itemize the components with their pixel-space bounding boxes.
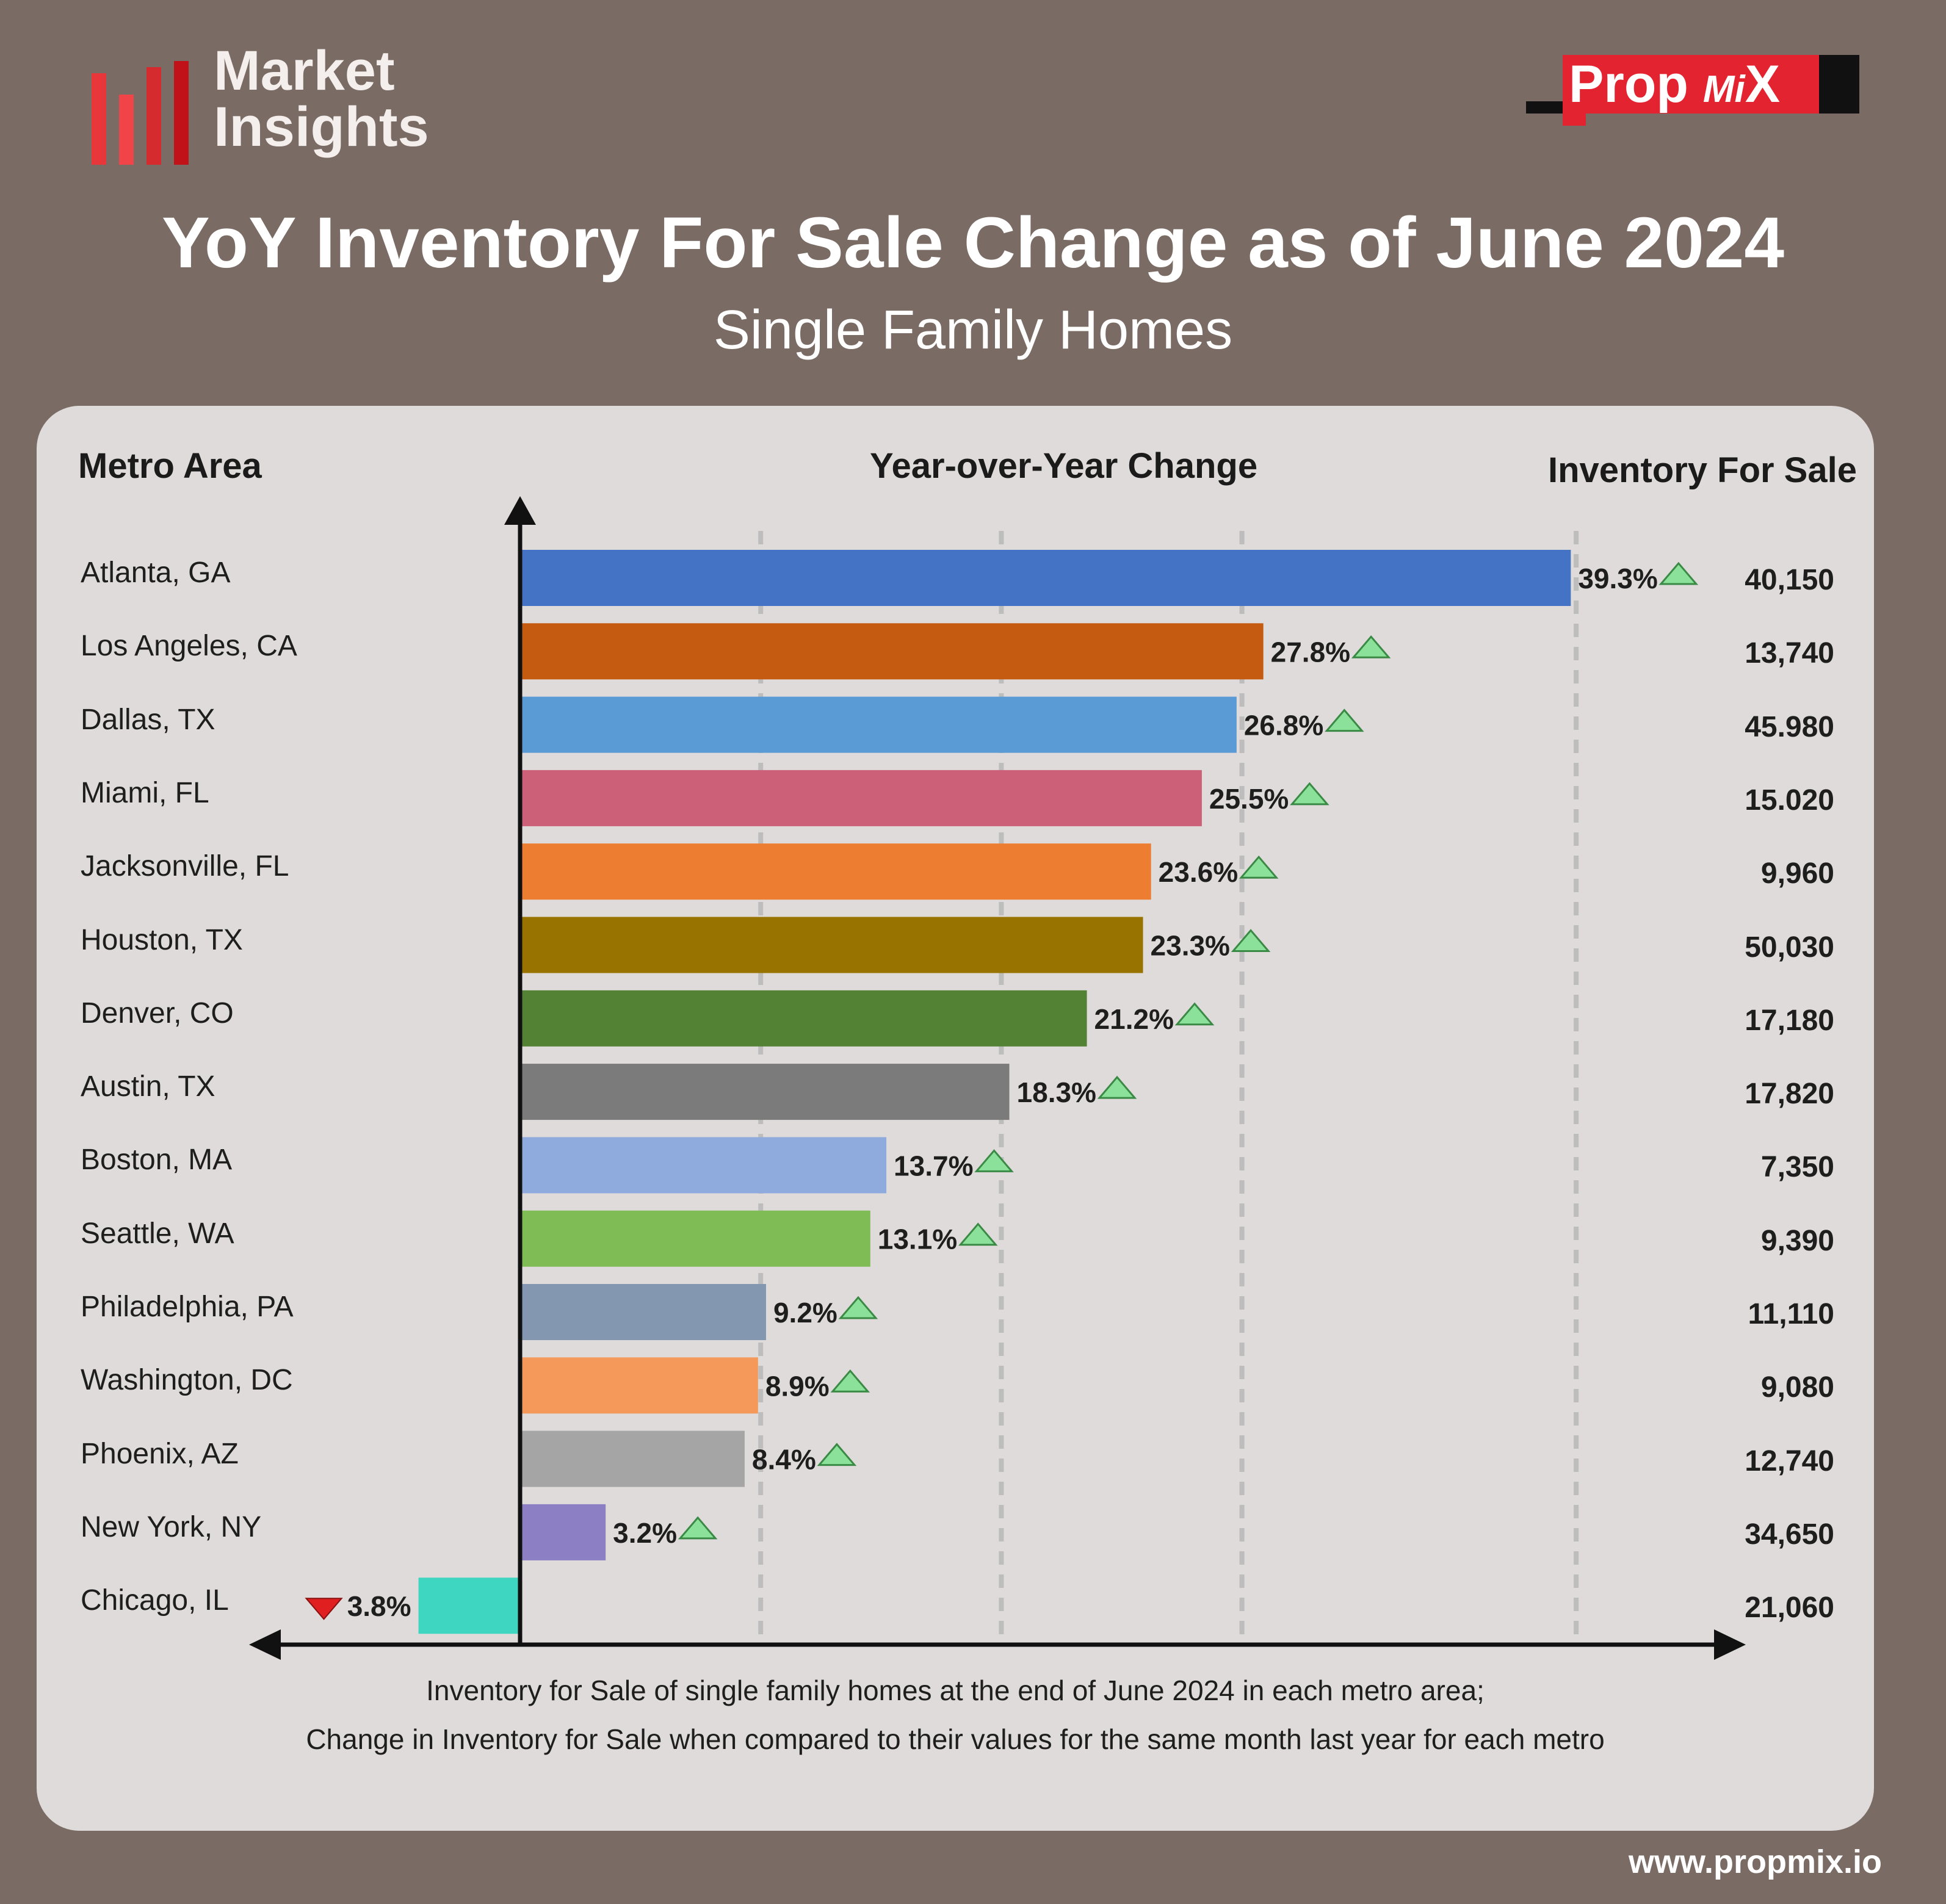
inventory-value-14: 34,650 <box>1745 1518 1834 1551</box>
inventory-value-10: 9,390 <box>1760 1224 1834 1257</box>
footnote-line-1: Inventory for Sale of single family home… <box>426 1675 1485 1706</box>
value-label-7: 21.2% <box>1094 1003 1174 1035</box>
x-axis-right-arrow-icon <box>1714 1629 1746 1660</box>
value-label-8: 18.3% <box>1017 1076 1096 1108</box>
bar-1 <box>520 550 1571 606</box>
up-arrow-icon <box>1174 1002 1215 1026</box>
bar-9 <box>520 1137 887 1194</box>
value-label-4: 25.5% <box>1209 783 1289 815</box>
bar-4 <box>520 770 1202 826</box>
propmix-wordmark: Prop MiX <box>1569 55 1780 114</box>
metro-label-5: Jacksonville, FL <box>81 850 289 883</box>
up-arrow-icon <box>1097 1075 1137 1099</box>
y-axis-arrow-icon <box>504 496 536 525</box>
bar-2 <box>520 623 1264 680</box>
logo-line-1: Market <box>214 40 395 102</box>
value-label-3: 26.8% <box>1244 710 1323 741</box>
value-label-1: 39.3% <box>1578 563 1657 594</box>
logo-prefix: Prop <box>1569 55 1688 114</box>
inventory-value-6: 50,030 <box>1745 931 1834 964</box>
down-arrow-icon <box>305 1598 343 1620</box>
metro-label-15: Chicago, IL <box>81 1584 229 1617</box>
logo-line-2: Insights <box>214 96 429 158</box>
metro-label-8: Austin, TX <box>81 1070 215 1103</box>
change-column-header: Year-over-Year Change <box>870 446 1258 486</box>
inventory-value-12: 9,080 <box>1760 1371 1834 1404</box>
page-subtitle: Single Family Homes <box>713 300 1233 361</box>
up-arrow-icon <box>830 1369 870 1393</box>
up-arrow-icon <box>817 1443 857 1466</box>
metro-label-12: Washington, DC <box>81 1364 293 1397</box>
bar-15 <box>418 1578 520 1634</box>
metro-label-9: Boston, MA <box>81 1144 233 1177</box>
up-arrow-icon <box>1231 929 1271 952</box>
inventory-value-9: 7,350 <box>1760 1151 1834 1184</box>
bar-7 <box>520 990 1087 1047</box>
inventory-value-15: 21,060 <box>1745 1592 1834 1625</box>
inventory-value-5: 9,960 <box>1760 857 1834 890</box>
up-arrow-icon <box>1290 782 1329 806</box>
value-label-12: 8.9% <box>765 1370 830 1402</box>
logo-middle: Mi <box>1702 68 1745 110</box>
inventory-value-8: 17,820 <box>1745 1078 1834 1111</box>
metro-label-1: Atlanta, GA <box>81 557 231 589</box>
value-label-11: 9.2% <box>773 1297 837 1329</box>
bar-10 <box>520 1210 870 1267</box>
footnote-line-2: Change in Inventory for Sale when compar… <box>306 1723 1605 1755</box>
inventory-column-header: Inventory For Sale <box>1547 450 1857 490</box>
value-label-10: 13.1% <box>878 1224 957 1255</box>
bar-8 <box>520 1064 1010 1120</box>
metro-label-11: Philadelphia, PA <box>81 1291 294 1323</box>
bar-11 <box>520 1284 766 1340</box>
value-label-2: 27.8% <box>1271 636 1350 668</box>
metro-column-header: Metro Area <box>78 446 262 486</box>
logo-wordmark: Market Insights <box>214 43 429 155</box>
up-arrow-icon <box>1658 561 1699 585</box>
page-title: YoY Inventory For Sale Change as of June… <box>161 203 1785 283</box>
bar-14 <box>520 1504 606 1560</box>
inventory-value-13: 12,740 <box>1745 1444 1834 1477</box>
up-arrow-icon <box>958 1222 998 1246</box>
metro-label-14: New York, NY <box>81 1510 262 1543</box>
metro-label-6: Houston, TX <box>81 923 243 956</box>
inventory-value-1: 40,150 <box>1745 564 1834 596</box>
value-label-14: 3.2% <box>613 1517 677 1549</box>
up-arrow-icon <box>1239 855 1279 879</box>
up-arrow-icon <box>1351 635 1391 658</box>
up-arrow-icon <box>678 1516 718 1540</box>
inventory-value-2: 13,740 <box>1745 637 1834 670</box>
logo-suffix: X <box>1745 55 1781 114</box>
inventory-value-11: 11,110 <box>1748 1298 1834 1330</box>
up-arrow-icon <box>974 1149 1014 1172</box>
chart-card: Metro Area Year-over-Year Change Invento… <box>37 406 1874 1831</box>
x-axis-left-arrow-icon <box>249 1629 281 1660</box>
inventory-value-3: 45.980 <box>1745 710 1834 743</box>
inventory-value-7: 17,180 <box>1745 1004 1834 1037</box>
metro-label-2: Los Angeles, CA <box>81 630 297 663</box>
bar-13 <box>520 1430 745 1487</box>
metro-label-7: Denver, CO <box>81 997 234 1030</box>
metro-label-10: Seattle, WA <box>81 1217 234 1250</box>
value-label-13: 8.4% <box>752 1444 816 1476</box>
up-arrow-icon <box>1325 709 1364 732</box>
bar-6 <box>520 917 1143 973</box>
value-label-9: 13.7% <box>894 1150 973 1181</box>
value-label-15: 3.8% <box>347 1590 411 1622</box>
metro-label-4: Miami, FL <box>81 776 209 809</box>
metro-label-3: Dallas, TX <box>81 703 215 736</box>
propmix-logo: Prop MiX <box>1526 55 1868 128</box>
metro-label-13: Phoenix, AZ <box>81 1437 239 1470</box>
bar-chart: 39.3% 27.8% 26.8% 25.5% 23.6% 23.3% 21.2% 18.3%… <box>249 496 1746 1660</box>
website-url: www.propmix.io <box>1628 1844 1882 1880</box>
bar-5 <box>520 843 1151 900</box>
value-label-6: 23.3% <box>1151 930 1230 962</box>
value-label-5: 23.6% <box>1159 856 1238 888</box>
bar-12 <box>520 1357 758 1414</box>
inventory-value-4: 15.020 <box>1745 784 1834 817</box>
up-arrow-icon <box>838 1296 878 1319</box>
bar-3 <box>520 696 1237 753</box>
market-insights-logo: Market Insights <box>92 43 458 165</box>
